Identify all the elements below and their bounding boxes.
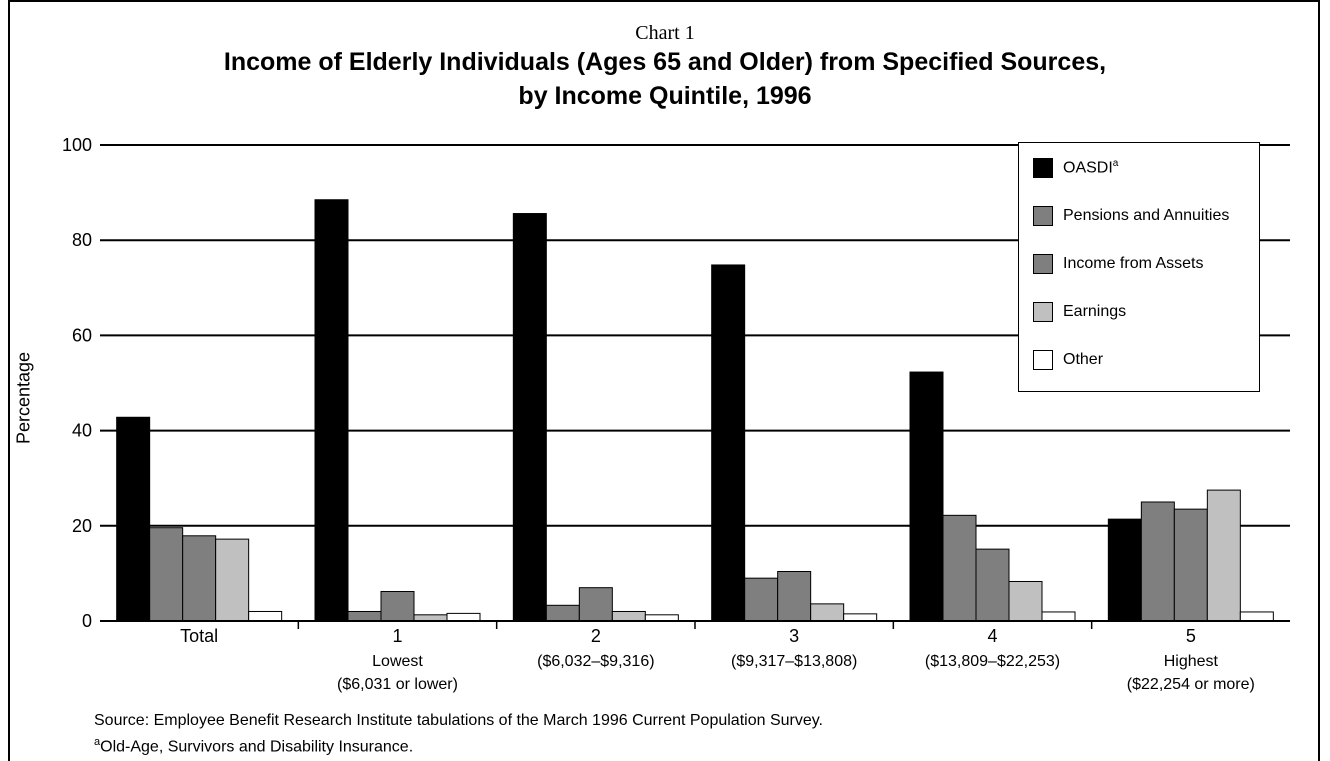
y-tick-label-100: 100 bbox=[62, 135, 92, 155]
legend-item-earnings: Earnings bbox=[1033, 302, 1126, 322]
bar-q1-oasdi bbox=[314, 199, 349, 622]
bar-q2-income-from-assets bbox=[578, 587, 613, 622]
x-tick-label-4: 4 bbox=[987, 626, 997, 646]
x-axis: Total 1 Lowest ($6,031 or lower) 2 ($6,032–$9… bbox=[100, 620, 1290, 693]
bar-q4-oasdi bbox=[909, 371, 944, 622]
y-tick-label-40: 40 bbox=[72, 421, 92, 441]
x-tick-label-2: 2 bbox=[591, 626, 601, 646]
legend-item-pensions-and-annuities: Pensions and Annuities bbox=[1033, 206, 1229, 226]
chart-number-label: Chart 1 bbox=[635, 22, 695, 44]
bars bbox=[116, 199, 1274, 622]
bar-q3-oasdi bbox=[711, 264, 746, 622]
bar-total-oasdi bbox=[116, 416, 151, 622]
bar-q2-earnings bbox=[611, 610, 646, 622]
x-tick-range-label-5: ($22,254 or more) bbox=[1127, 676, 1255, 693]
bar-q2-pensions-and-annuities bbox=[545, 604, 580, 622]
bar-q4-earnings bbox=[1008, 580, 1043, 622]
x-tick-label-0: Total bbox=[180, 626, 218, 646]
legend-label: Income from Assets bbox=[1063, 255, 1204, 272]
bar-q2-oasdi bbox=[512, 213, 547, 622]
chart-title-line1: Income of Elderly Individuals (Ages 65 a… bbox=[223, 48, 1107, 76]
x-tick-label-5: 5 bbox=[1186, 626, 1196, 646]
x-tick-sublabel-1: Lowest bbox=[372, 653, 423, 670]
legend-item-oasdi: OASDIa bbox=[1033, 158, 1118, 178]
legend-swatch bbox=[1033, 254, 1053, 274]
y-tick-label-0: 0 bbox=[82, 611, 92, 631]
footnote-text: Old-Age, Survivors and Disability Insura… bbox=[100, 738, 414, 756]
bar-total-earnings bbox=[215, 538, 250, 622]
bar-q1-pensions-and-annuities bbox=[347, 610, 382, 622]
bar-total-other bbox=[248, 610, 283, 622]
bar-q5-pensions-and-annuities bbox=[1140, 501, 1175, 622]
bar-q5-oasdi bbox=[1107, 518, 1142, 622]
legend-swatch bbox=[1033, 206, 1053, 226]
bar-q5-other bbox=[1239, 611, 1274, 622]
footnote-marker: a bbox=[94, 736, 101, 748]
bar-total-income-from-assets bbox=[182, 535, 217, 622]
legend-swatch bbox=[1033, 350, 1053, 370]
x-tick-label-3: 3 bbox=[789, 626, 799, 646]
y-tick-label-60: 60 bbox=[72, 325, 92, 345]
legend-label: OASDIa bbox=[1063, 158, 1119, 177]
chart-title-line2: by Income Quintile, 1996 bbox=[518, 82, 812, 110]
x-tick-sublabel-3: ($9,317–$13,808) bbox=[731, 653, 857, 670]
figure-frame bbox=[8, 0, 1320, 761]
legend-label: Pensions and Annuities bbox=[1063, 207, 1230, 224]
y-tick-label-80: 80 bbox=[72, 230, 92, 250]
legend-label: Other bbox=[1063, 351, 1104, 368]
bar-q1-other bbox=[446, 612, 481, 622]
bar-q1-income-from-assets bbox=[380, 590, 415, 622]
bar-q4-income-from-assets bbox=[975, 548, 1010, 622]
legend-superscript: a bbox=[1112, 158, 1119, 170]
bar-q3-income-from-assets bbox=[777, 570, 812, 622]
legend: OASDIa Pensions and Annuities Income from … bbox=[1018, 142, 1260, 392]
y-tick-label-20: 20 bbox=[72, 516, 92, 536]
x-tick-range-label-1: ($6,031 or lower) bbox=[337, 676, 458, 693]
footnote: aOld-Age, Survivors and Disability Insur… bbox=[94, 736, 413, 756]
x-tick-sublabel-5: Highest bbox=[1164, 653, 1219, 670]
y-tick-labels: 0 20 40 60 80 100 bbox=[62, 135, 92, 631]
bar-q3-earnings bbox=[810, 603, 845, 622]
bar-q5-earnings bbox=[1206, 489, 1241, 622]
bar-q5-income-from-assets bbox=[1173, 508, 1208, 622]
bar-q3-pensions-and-annuities bbox=[744, 577, 779, 622]
bar-q4-pensions-and-annuities bbox=[942, 514, 977, 622]
source-note: Source: Employee Benefit Research Instit… bbox=[94, 712, 823, 729]
bar-q3-other bbox=[843, 613, 878, 622]
bar-total-pensions-and-annuities bbox=[149, 527, 184, 622]
legend-item-income-from-assets: Income from Assets bbox=[1033, 254, 1204, 274]
legend-swatch bbox=[1033, 158, 1053, 178]
bar-q4-other bbox=[1041, 611, 1076, 622]
legend-label: Earnings bbox=[1063, 303, 1127, 320]
legend-swatch bbox=[1033, 302, 1053, 322]
legend-item-other: Other bbox=[1033, 350, 1103, 370]
x-tick-sublabel-2: ($6,032–$9,316) bbox=[537, 653, 654, 670]
x-tick-sublabel-4: ($13,809–$22,253) bbox=[925, 653, 1060, 670]
x-tick-label-1: 1 bbox=[392, 626, 402, 646]
